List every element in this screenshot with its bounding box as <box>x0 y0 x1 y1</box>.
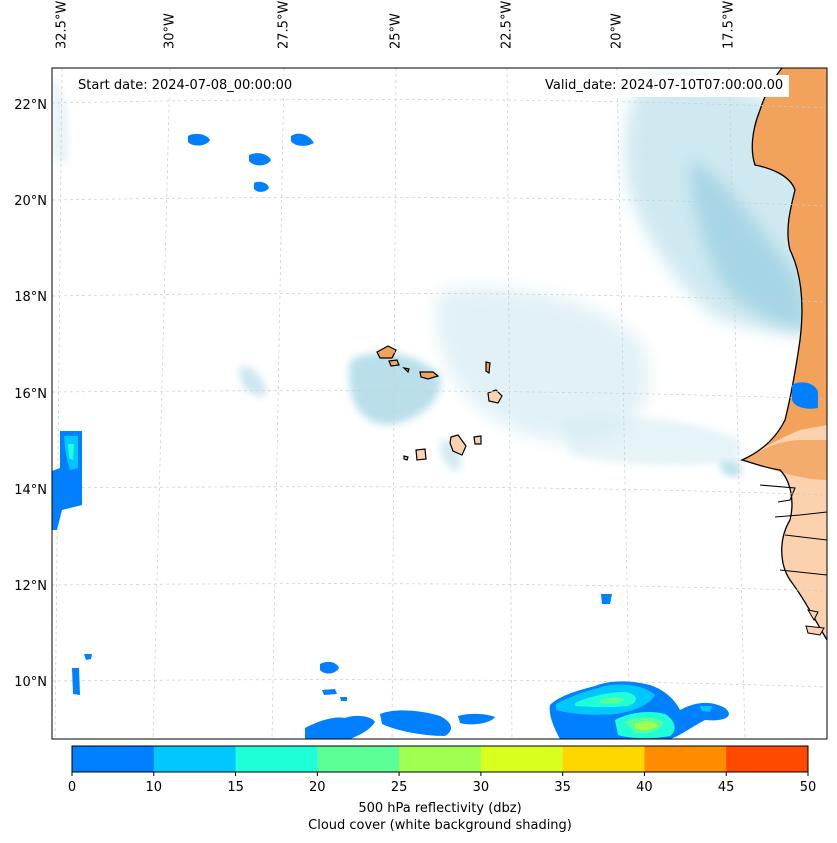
colorbar-tick-0: 0 <box>67 780 77 795</box>
colorbar-tick-45: 45 <box>717 780 735 795</box>
cabo-verde-islands <box>376 345 503 461</box>
colorbar-segment <box>644 746 727 772</box>
colorbar-segment <box>317 746 400 772</box>
colorbar-segment <box>562 746 645 772</box>
reflectivity-cells <box>52 133 818 739</box>
colorbar-tick-10: 10 <box>145 780 163 795</box>
colorbar-segment <box>726 746 809 772</box>
lat-label-12n: 12°N <box>14 579 47 594</box>
africa-landmass <box>740 68 827 739</box>
lon-label-17-5w: 17.5°W <box>721 0 737 49</box>
lat-label-22n: 22°N <box>14 98 47 113</box>
lon-label-30w: 30°W <box>162 13 178 49</box>
colorbar-frame <box>71 745 809 773</box>
colorbar-segment <box>153 746 237 772</box>
lat-label-20n: 20°N <box>14 194 47 209</box>
colorbar-segment <box>72 746 155 772</box>
lon-label-20w: 20°W <box>609 13 625 49</box>
colorbar <box>71 745 809 776</box>
colorbar-segment <box>399 746 482 772</box>
map-area <box>52 68 827 739</box>
lat-label-16n: 16°N <box>14 387 47 402</box>
colorbar-segment <box>480 746 564 772</box>
start-date-label: Start date: 2024-07-08_00:00:00 <box>72 75 299 97</box>
lon-label-25w: 25°W <box>388 13 404 49</box>
colorbar-tick-15: 15 <box>227 780 244 795</box>
colorbar-tick-40: 40 <box>636 780 653 795</box>
lat-label-10n: 10°N <box>14 675 47 690</box>
lat-label-18n: 18°N <box>14 290 47 305</box>
colorbar-sublabel: Cloud cover (white background shading) <box>308 818 572 833</box>
colorbar-tick-25: 25 <box>390 780 408 795</box>
valid-date-label: Valid_date: 2024-07-10T07:00:00.00 <box>539 75 790 97</box>
graticule <box>52 68 827 739</box>
lon-label-27-5w: 27.5°W <box>276 0 292 49</box>
colorbar-tick-35: 35 <box>554 780 571 795</box>
colorbar-label: 500 hPa reflectivity (dbz) <box>358 801 522 816</box>
colorbar-segment <box>235 746 318 772</box>
colorbar-tick-50: 50 <box>799 780 817 795</box>
map-frame <box>51 67 828 740</box>
colorbar-tick-20: 20 <box>309 780 326 795</box>
colorbar-tick-30: 30 <box>472 780 490 795</box>
lon-label-22-5w: 22.5°W <box>499 0 515 49</box>
lon-label-32-5w: 32.5°W <box>54 0 70 49</box>
lat-label-14n: 14°N <box>14 483 47 498</box>
